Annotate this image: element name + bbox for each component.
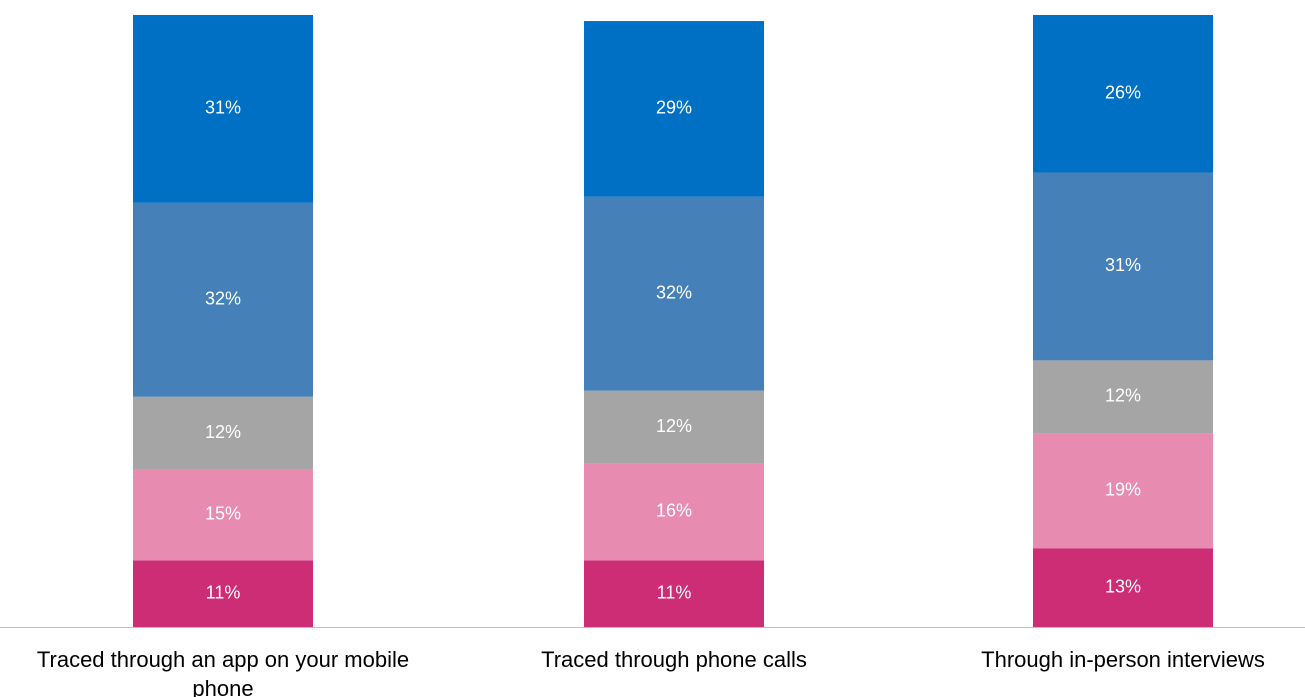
bar-segment [584, 390, 764, 464]
bar-segment [133, 202, 313, 397]
value-label: 15% [205, 504, 241, 524]
bar-segment [1033, 15, 1213, 173]
value-label: 19% [1105, 479, 1141, 499]
bar-segment [584, 21, 764, 197]
x-tick-label: Traced through phone calls [541, 647, 807, 672]
bar-segment [584, 560, 764, 627]
bar-segment [1033, 360, 1213, 434]
bar-segment [1033, 172, 1213, 361]
bar-segment [584, 196, 764, 391]
value-label: 32% [656, 282, 692, 302]
value-label: 31% [1105, 255, 1141, 275]
value-label: 12% [656, 416, 692, 436]
bar-segment [584, 463, 764, 561]
value-label: 31% [205, 98, 241, 118]
value-label: 29% [656, 98, 692, 118]
value-label: 11% [206, 582, 241, 602]
x-tick-label: Through in-person interviews [981, 647, 1265, 672]
value-label: 12% [205, 422, 241, 442]
value-label: 13% [1105, 576, 1141, 596]
bar-segment [133, 396, 313, 470]
value-label: 16% [656, 501, 692, 521]
bar-segment [133, 469, 313, 561]
bar-segment [133, 560, 313, 627]
value-label: 11% [657, 582, 692, 602]
bar-segment [1033, 433, 1213, 549]
x-tick-label: Traced through an app on your mobile pho… [36, 647, 410, 697]
bar-segment [133, 15, 313, 203]
value-label: 26% [1105, 83, 1141, 103]
value-label: 32% [205, 289, 241, 309]
value-label: 12% [1105, 385, 1141, 405]
bar-segment [1033, 548, 1213, 627]
